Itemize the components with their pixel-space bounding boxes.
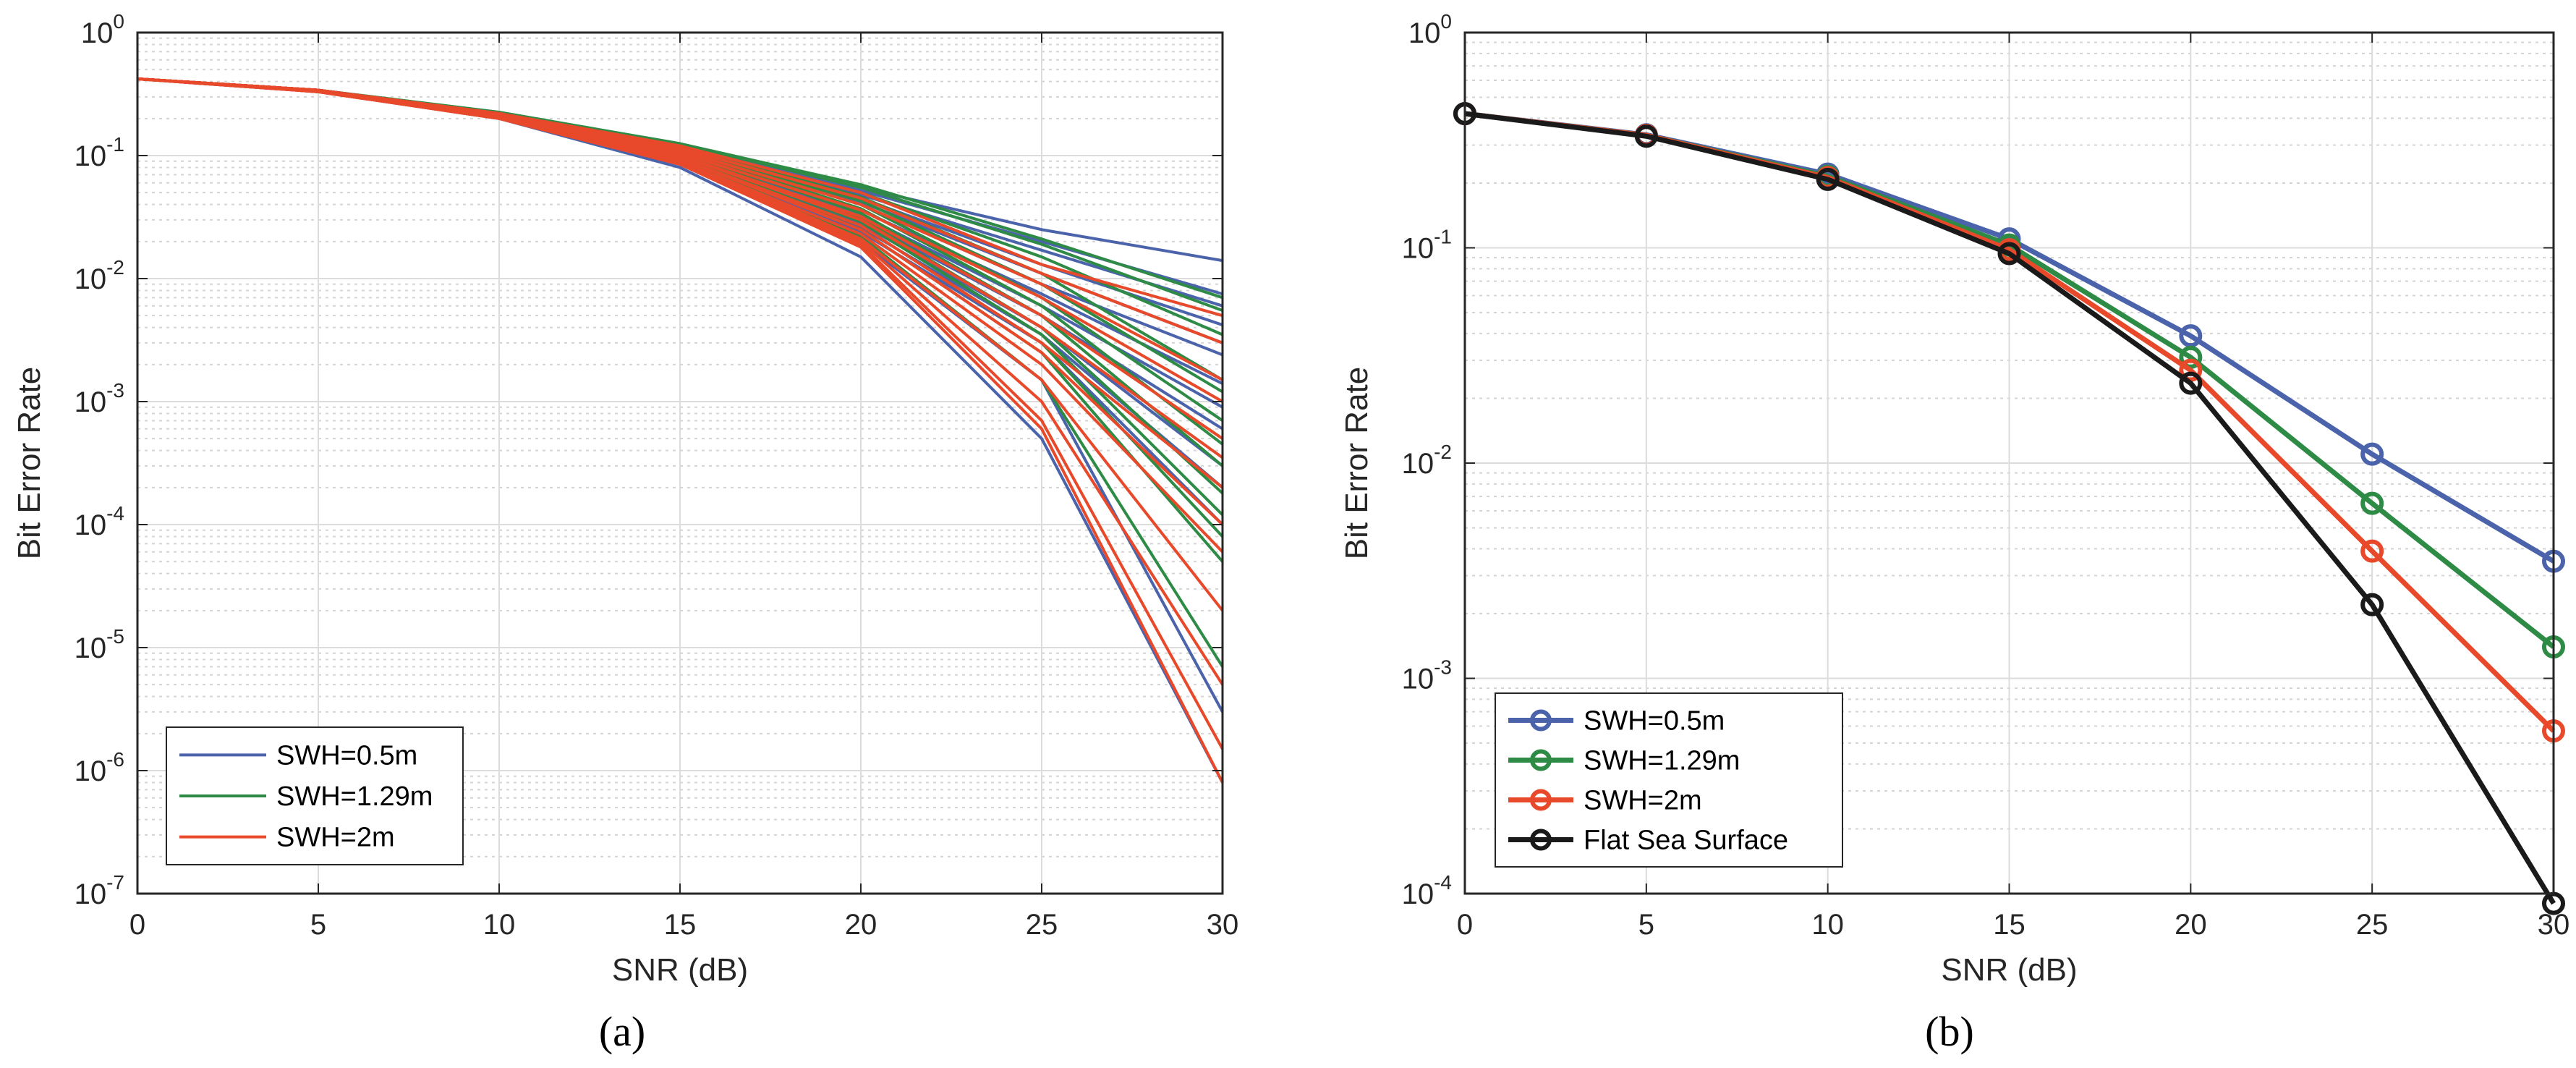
x-tick-label: 5 xyxy=(310,909,326,941)
y-axis-title: Bit Error Rate xyxy=(1339,367,1374,560)
x-tick-label: 10 xyxy=(1811,909,1844,941)
y-tick-label: 10-4 xyxy=(1402,871,1452,910)
data-point-marker xyxy=(2360,491,2384,515)
chart-panel-b: 0 5 10 15 20 25 30 10-4 10-3 10-2 10-1 100 SNR (dB) B… xyxy=(1339,10,2569,1055)
data-point-marker xyxy=(1634,124,1658,148)
y-tick-label: 100 xyxy=(1408,10,1452,49)
legend-label: SWH=1.29m xyxy=(276,781,433,812)
x-tick-label: 30 xyxy=(1207,909,1239,941)
y-tick-label: 10-2 xyxy=(1402,441,1452,480)
y-tick-label: 10-1 xyxy=(1402,226,1452,265)
y-tick-label: 10-5 xyxy=(75,625,124,664)
legend-label: SWH=0.5m xyxy=(276,740,417,771)
legend-label: SWH=1.29m xyxy=(1584,746,1740,776)
x-tick-label: 0 xyxy=(129,909,145,941)
series-line xyxy=(1464,111,2556,905)
x-tick-label: 10 xyxy=(483,909,516,941)
legend-label: Flat Sea Surface xyxy=(1584,826,1788,856)
y-tick-label: 10-6 xyxy=(75,748,124,787)
x-tick-label: 25 xyxy=(2356,909,2389,941)
legend-label: SWH=0.5m xyxy=(1584,706,1725,737)
series-line xyxy=(137,77,1224,784)
x-tick-label: 20 xyxy=(845,909,877,941)
legend-marker xyxy=(1530,828,1552,851)
chart-panel-a: 0 5 10 15 20 25 30 10-7 10-6 10-5 10-4 10-3 10-2 10-1… xyxy=(12,10,1238,1055)
y-tick-label: 10-7 xyxy=(75,871,124,910)
data-point-marker xyxy=(2179,324,2203,348)
y-tick-label: 10-3 xyxy=(75,379,124,418)
panel-caption: (a) xyxy=(599,1008,645,1055)
data-point-marker xyxy=(2360,442,2384,466)
x-axis-title: SNR (dB) xyxy=(612,952,748,988)
y-tick-label: 10-1 xyxy=(75,133,124,172)
x-tick-label: 25 xyxy=(1026,909,1058,941)
legend-marker xyxy=(1530,789,1552,811)
x-tick-label: 0 xyxy=(1457,909,1473,941)
legend-marker xyxy=(1530,749,1552,771)
data-point-marker xyxy=(2360,593,2384,616)
y-axis-title: Bit Error Rate xyxy=(12,367,47,560)
x-tick-label: 15 xyxy=(664,909,697,941)
data-point-marker xyxy=(2179,371,2203,395)
legend-marker xyxy=(1530,709,1552,732)
x-tick-label: 30 xyxy=(2538,909,2570,941)
data-point-marker xyxy=(1816,167,1840,191)
data-point-marker xyxy=(2360,539,2384,563)
data-point-marker xyxy=(2179,345,2203,369)
x-tick-label: 20 xyxy=(2175,909,2207,941)
data-point-marker xyxy=(1997,242,2021,266)
y-tick-label: 10-3 xyxy=(1402,656,1452,695)
data-point-marker xyxy=(2179,358,2203,382)
y-tick-label: 10-2 xyxy=(75,256,124,295)
y-tick-label: 10-4 xyxy=(75,502,124,541)
x-axis-title: SNR (dB) xyxy=(1941,952,2077,988)
x-tick-label: 15 xyxy=(1993,909,2025,941)
legend-label: SWH=2m xyxy=(1584,786,1702,816)
x-tick-label: 5 xyxy=(1638,909,1654,941)
panel-caption: (b) xyxy=(1925,1008,1974,1055)
legend-label: SWH=2m xyxy=(276,823,395,853)
y-tick-label: 100 xyxy=(81,10,124,49)
